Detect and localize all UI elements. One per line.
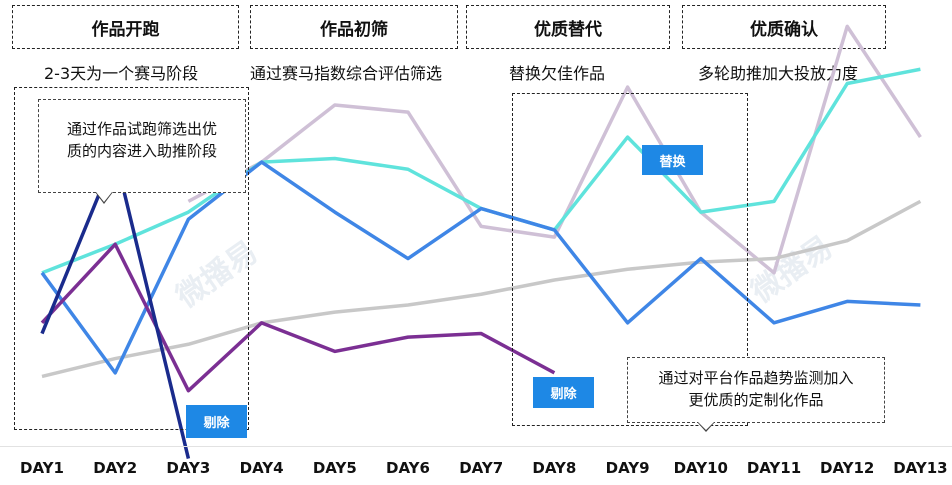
callout-left: 通过作品试跑筛选出优 质的内容进入助推阶段 <box>38 99 246 193</box>
series-line-3 <box>40 160 921 375</box>
stage-header-3: 优质替代 <box>466 5 670 49</box>
stage-title: 优质确认 <box>750 19 818 40</box>
x-tick-label: DAY8 <box>532 459 577 477</box>
stage-header-1: 作品开跑 <box>12 5 239 49</box>
stage-desc-3: 替换欠佳作品 <box>509 64 606 83</box>
callout-bottom-tail-inner <box>698 422 714 430</box>
x-tick-label: DAY6 <box>386 459 430 477</box>
callout-bottom-line2: 更优质的定制化作品 <box>688 391 824 409</box>
series-line-4 <box>40 242 556 393</box>
x-tick-label: DAY1 <box>20 459 64 477</box>
stage-header-2: 作品初筛 <box>250 5 458 49</box>
series-line-0 <box>187 24 922 275</box>
x-tick-label: DAY4 <box>239 459 284 477</box>
x-axis-line <box>0 446 952 447</box>
region-stage1 <box>14 87 249 430</box>
stage-desc-1: 2-3天为一个赛马阶段 <box>44 64 199 83</box>
stage-desc-4: 多轮助推加大投放力度 <box>698 64 859 83</box>
replace-tag: 替换 <box>642 145 703 175</box>
stage-title: 作品开跑 <box>91 19 160 40</box>
remove-tag-1: 剔除 <box>186 405 247 438</box>
stage-header-4: 优质确认 <box>682 5 886 49</box>
remove-tag-2: 剔除 <box>533 377 594 408</box>
x-tick-label: DAY9 <box>605 459 650 477</box>
region-stage3 <box>512 93 748 426</box>
stage-desc-2: 通过赛马指数综合评估筛选 <box>250 64 443 83</box>
x-tick-label: DAY2 <box>93 459 138 477</box>
x-tick-label: DAY12 <box>820 459 875 477</box>
x-tick-label: DAY10 <box>673 459 728 477</box>
callout-left-tail-inner <box>96 192 112 202</box>
callout-bottom-line1: 通过对平台作品趋势监测加入 <box>658 369 854 387</box>
x-tick-label: DAY13 <box>893 459 948 477</box>
stage-title: 优质替代 <box>534 19 602 40</box>
callout-left-line1: 通过作品试跑筛选出优 <box>66 120 217 138</box>
stage-title: 作品初筛 <box>320 19 388 40</box>
x-tick-label: DAY3 <box>166 459 211 477</box>
x-tick-label: DAY11 <box>746 459 802 477</box>
callout-left-line2: 质的内容进入助推阶段 <box>66 142 217 160</box>
series-line-2 <box>41 199 922 379</box>
callout-bottom: 通过对平台作品趋势监测加入 更优质的定制化作品 <box>627 357 885 423</box>
x-tick-label: DAY7 <box>459 459 504 477</box>
x-tick-label: DAY5 <box>312 459 357 477</box>
